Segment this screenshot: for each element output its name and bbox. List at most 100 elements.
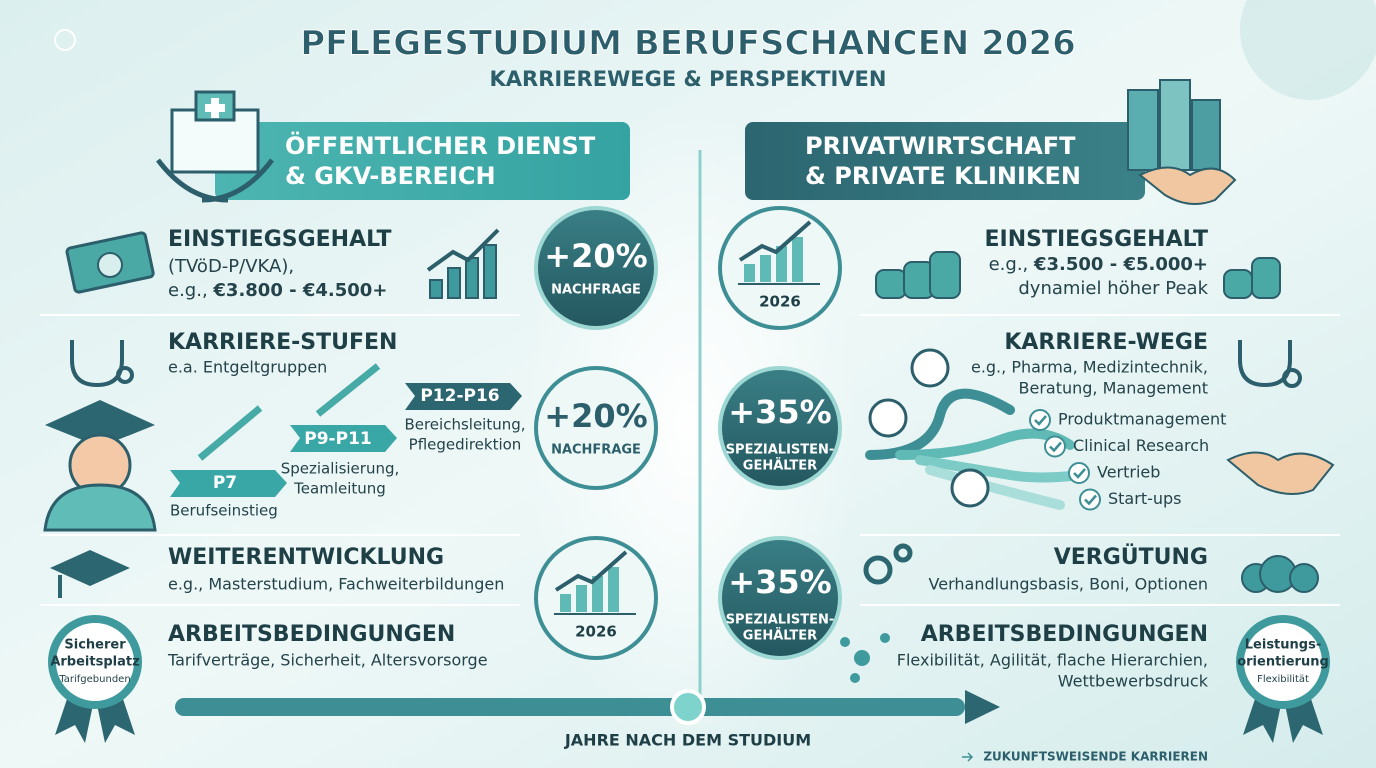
city-icon [1127, 79, 1237, 205]
stat-label: SPEZIALISTEN- [726, 613, 835, 628]
section-text: dynamiel höher Peak [1018, 278, 1208, 299]
stat-circle [534, 206, 658, 330]
section-title: KARRIERE-WEGE [1004, 330, 1208, 355]
text-part: e.g., [168, 280, 213, 301]
gear-icon [863, 543, 913, 585]
cap-icon [50, 550, 130, 598]
note-arrow [962, 752, 974, 762]
section-title: EINSTIEGSGEHALT [984, 227, 1208, 252]
badge-text: Arbeitsplatz [50, 655, 139, 670]
right-badge [1236, 615, 1330, 743]
career-option: Vertrieb [1097, 463, 1160, 482]
section-text: e.g., Masterstudium, Fachweiterbildungen [168, 575, 504, 594]
subtitle: KARRIEREWEGE & PERSPEKTIVEN [490, 67, 887, 91]
check-icon [1079, 488, 1101, 511]
stat-year: 2026 [575, 623, 617, 641]
stethoscope-icon-right [1238, 340, 1302, 388]
stat-value: +35% [728, 393, 831, 431]
section-text: Flexibilität, Agilität, flache Hierarchi… [897, 651, 1208, 670]
right-heading: & PRIVATE KLINIKEN [805, 162, 1081, 190]
section-title: EINSTIEGSGEHALT [168, 227, 392, 252]
section-title: WEITERENTWICKLUNG [168, 545, 444, 570]
stat-label: NACHFRAGE [551, 283, 641, 298]
career-option: Clinical Research [1073, 436, 1209, 455]
chart-icon-bar [608, 567, 619, 612]
stat-circle [718, 366, 842, 490]
stat-label: GEHÄLTER [743, 628, 817, 644]
chart-icon-line [554, 550, 628, 592]
dividers [40, 314, 1340, 606]
stat-circle [718, 536, 842, 660]
chart-icon-bar [576, 585, 587, 612]
left-header-box [215, 122, 630, 200]
footer-note: ZUKUNFTSWEISENDE KARRIEREN [983, 750, 1208, 764]
left-heading: ÖFFENTLICHER DIENST [285, 130, 596, 160]
section-title: VERGÜTUNG [1054, 544, 1208, 570]
check-mark [1073, 468, 1086, 479]
stat-label: GEHÄLTER [743, 458, 817, 474]
section-title: KARRIERE-STUFEN [168, 330, 397, 355]
handshake-icon [1226, 451, 1335, 495]
stat-value: +20% [544, 237, 647, 275]
section-text: Verhandlungsbasis, Boni, Optionen [929, 575, 1208, 594]
step-text: Bereichsleitung, [404, 416, 525, 434]
text-part: €3.500 - €5.000+ [1033, 254, 1208, 275]
title: PFLEGESTUDIUM BERUFSCHANCEN 2026 [300, 24, 1076, 64]
section-title: ARBEITSBEDINGUNGEN [921, 622, 1208, 647]
step-label: P9-P11 [304, 429, 371, 449]
stat-year: 2026 [759, 293, 801, 311]
chart-icon-bar [560, 594, 571, 612]
step-text: Pflegedirektion [409, 436, 522, 454]
deco-ring [54, 29, 76, 51]
right-header-box [745, 122, 1145, 200]
paths-icon [865, 348, 1085, 510]
check-icon [1068, 462, 1090, 484]
left-badge [48, 615, 142, 743]
nurse-icon [43, 400, 157, 532]
salary-range: e.g., €3.500 - €5.000+ [989, 254, 1208, 275]
network-icon [840, 633, 890, 683]
chart-icon-bar [776, 246, 787, 282]
section-text: Wettbewerbsdruck [1058, 672, 1209, 691]
deco-circle [1240, 0, 1376, 100]
step-arrow [170, 470, 287, 497]
check-icon [1029, 409, 1051, 431]
stat-label: NACHFRAGE [551, 443, 641, 458]
timeline [175, 689, 1000, 725]
section-text: Tarifverträge, Sicherheit, Altersvorsorg… [167, 651, 488, 670]
chart-icon-bar [760, 255, 771, 282]
step-arrow [290, 425, 397, 452]
stat-circle [534, 366, 658, 490]
section-text: Beratung, Management [1019, 379, 1208, 398]
text-part: €3.800 - €4.500+ [212, 280, 387, 301]
right-heading: PRIVATWIRTSCHAFT [805, 132, 1076, 160]
section-text: (TVöD-P/VKA), [168, 256, 294, 277]
badge-text: orientierung [1237, 655, 1329, 670]
left-heading: & GKV-BEREICH [285, 162, 496, 190]
step-arrow [405, 383, 522, 410]
check-icon [1044, 435, 1066, 458]
salary-range: e.g., €3.800 - €4.500+ [168, 280, 387, 301]
chart-icon-bar [744, 264, 755, 282]
career-stairs [197, 363, 381, 461]
badge-text: Flexibilität [1257, 674, 1309, 685]
badge-text: Leistungs- [1245, 638, 1321, 653]
section-text: e.g., Pharma, Medizintechnik, [971, 358, 1208, 377]
check-mark [1084, 494, 1097, 506]
step-text: Berufseinstieg [170, 502, 278, 520]
step-text: Spezialisierung, [281, 460, 400, 478]
text-part: e.g., [989, 254, 1034, 275]
stat-value: +20% [544, 397, 647, 435]
growth-chart-icon [426, 228, 500, 299]
section-title: ARBEITSBEDINGUNGEN [168, 622, 455, 647]
timeline-label: JAHRE NACH DEM STUDIUM [564, 731, 811, 750]
coins-icon [875, 251, 1281, 299]
career-option: Start-ups [1108, 489, 1182, 508]
badge-text: Sicherer [64, 638, 126, 653]
career-option: Produktmanagement [1058, 410, 1226, 429]
step-text: Teamleitung [293, 480, 386, 498]
section-text: e.a. Entgeltgruppen [168, 358, 327, 377]
check-mark [1049, 441, 1062, 453]
